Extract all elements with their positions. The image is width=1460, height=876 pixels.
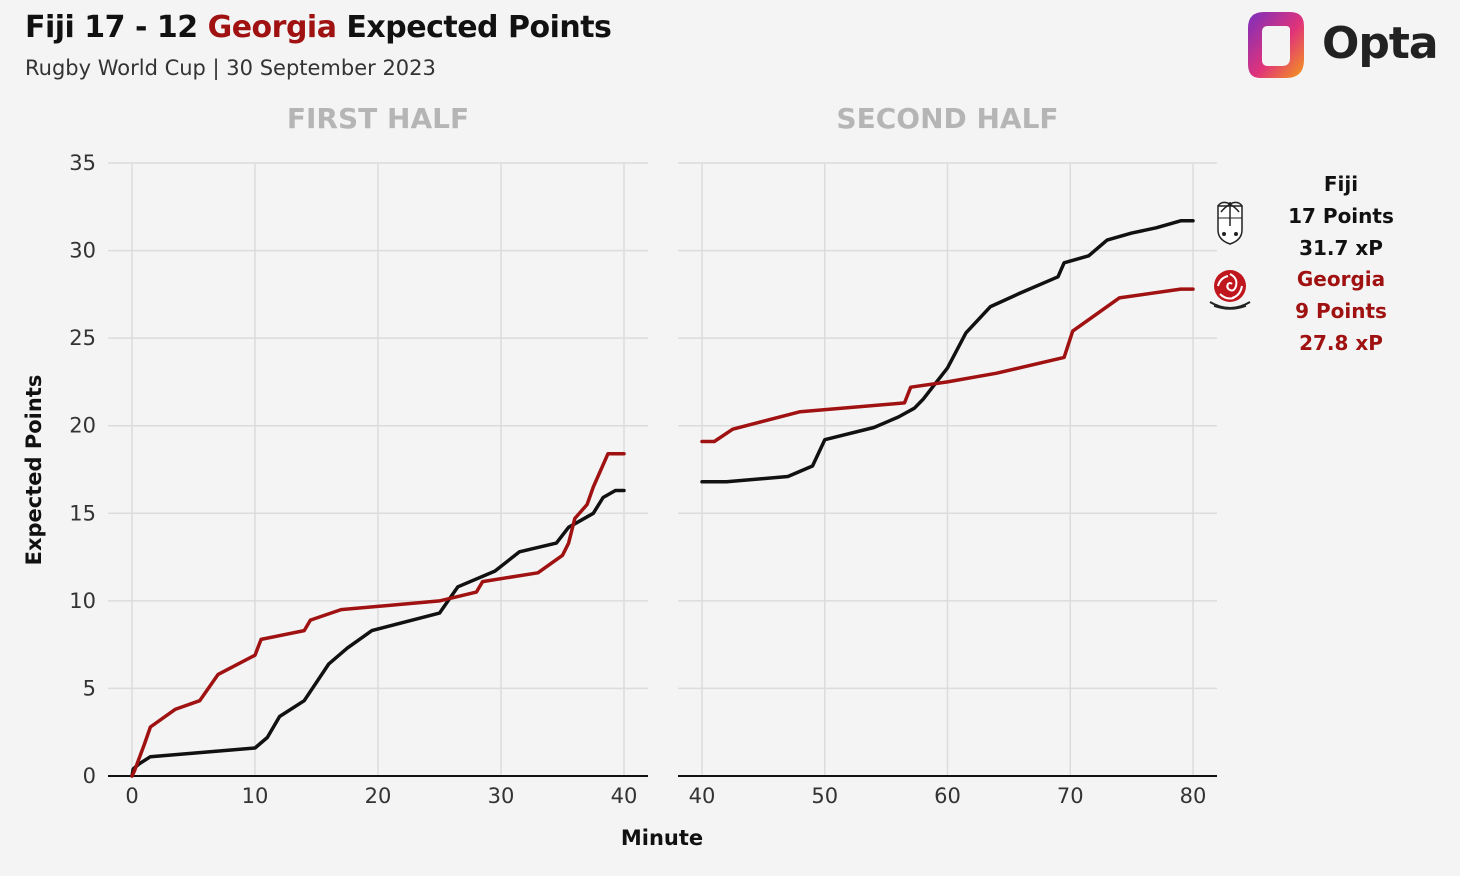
title-suffix: Expected Points — [336, 10, 612, 45]
legend-georgia: Georgia 9 Points 27.8 xP — [1276, 263, 1406, 359]
legend-georgia-team: Georgia — [1296, 267, 1386, 291]
x-axis-label: Minute — [621, 826, 703, 850]
chart-title: Fiji 17 - 12 Georgia Expected Points — [25, 10, 612, 45]
panel-title: SECOND HALF — [836, 102, 1058, 135]
y-tick-label: 35 — [69, 151, 96, 175]
series-line-georgia — [130, 451, 626, 778]
x-tick-label: 20 — [365, 784, 392, 808]
series-line-fiji — [700, 219, 1195, 484]
y-axis-label: Expected Points — [22, 375, 46, 566]
legend-georgia-points: 9 Points — [1295, 299, 1387, 323]
chart-subtitle: Rugby World Cup | 30 September 2023 — [25, 56, 436, 80]
x-tick-label: 70 — [1057, 784, 1084, 808]
x-tick-label: 40 — [611, 784, 638, 808]
x-tick-label: 10 — [242, 784, 269, 808]
opta-logo: Opta — [1246, 8, 1439, 84]
georgia-rose-icon — [1209, 270, 1251, 310]
y-tick-label: 20 — [69, 414, 96, 438]
title-georgia: Georgia — [207, 10, 337, 45]
x-tick-label: 60 — [934, 784, 961, 808]
x-tick-label: 80 — [1180, 784, 1207, 808]
x-tick-label: 40 — [689, 784, 716, 808]
y-tick-label: 30 — [69, 239, 96, 263]
x-tick-label: 30 — [488, 784, 515, 808]
fiji-crest-icon — [1217, 201, 1243, 245]
legend-georgia-xp: 27.8 xP — [1299, 331, 1383, 355]
legend-fiji-xp: 31.7 xP — [1299, 236, 1383, 260]
panel-title: FIRST HALF — [287, 102, 469, 135]
y-tick-label: 10 — [69, 589, 96, 613]
y-tick-label: 0 — [83, 764, 96, 788]
legend-fiji-points: 17 Points — [1288, 204, 1394, 228]
y-tick-label: 15 — [69, 501, 96, 525]
y-tick-label: 5 — [83, 676, 96, 700]
title-fiji-score: Fiji 17 - 12 — [25, 10, 208, 45]
y-tick-label: 25 — [69, 326, 96, 350]
legend-fiji-team: Fiji — [1323, 172, 1359, 196]
opta-wordmark: Opta — [1322, 18, 1439, 69]
series-line-fiji — [130, 488, 626, 778]
opta-logo-icon — [1248, 12, 1304, 78]
legend-fiji: Fiji 17 Points 31.7 xP — [1276, 168, 1406, 264]
x-tick-label: 50 — [811, 784, 838, 808]
x-tick-label: 0 — [125, 784, 138, 808]
series-line-georgia — [700, 287, 1195, 444]
